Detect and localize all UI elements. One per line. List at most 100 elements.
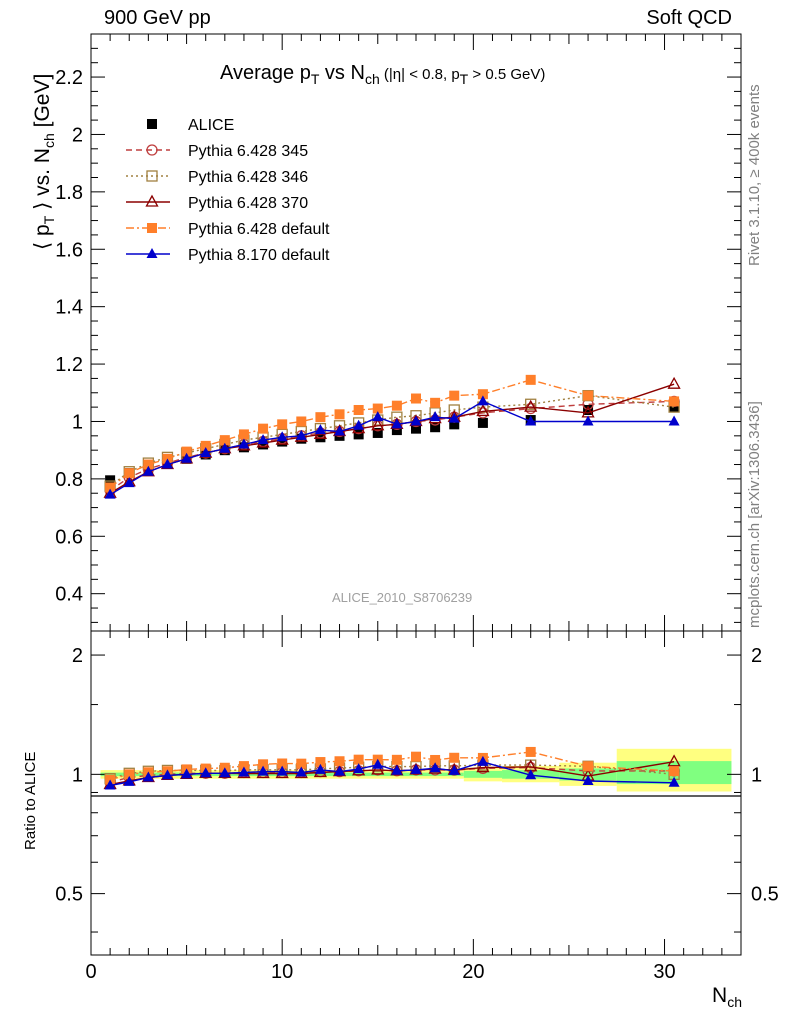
ratio-series-p8def: [104, 755, 680, 790]
ratio-y-tick-label: 1: [72, 764, 83, 786]
x-axis-label: Nch: [712, 984, 742, 1011]
ratio-point: [669, 766, 680, 777]
ratio-point: [391, 754, 402, 765]
y-tick-label: 0.6: [55, 526, 83, 548]
ratio-point: [142, 771, 154, 782]
ratio-point: [161, 769, 173, 780]
ratio-y-tick-label-right: 2: [751, 645, 762, 667]
data-point: [410, 415, 422, 426]
data-point: [142, 465, 154, 476]
legend-entry: Pythia 8.170 default: [126, 247, 330, 264]
data-point: [295, 429, 307, 440]
ratio-point: [525, 746, 536, 757]
y-tick-label: 2.2: [55, 67, 83, 89]
ratio-point: [104, 779, 116, 790]
data-point: [372, 427, 383, 438]
ratio-point: [411, 751, 421, 762]
ratio-point: [219, 767, 231, 778]
ratio-point: [295, 766, 307, 777]
legend-label: Pythia 6.428 345: [188, 143, 308, 160]
ratio-point: [334, 756, 345, 767]
ratio-point: [200, 767, 212, 778]
data-point: [411, 423, 421, 434]
legend-marker: [146, 248, 158, 258]
y-axis-label: ⟨ pT ⟩ vs. Nch [GeV]: [31, 73, 58, 250]
ratio-point: [353, 763, 365, 774]
data-point: [123, 477, 135, 488]
data-point: [476, 404, 490, 417]
data-point: [238, 438, 250, 449]
ratio-point: [430, 754, 441, 765]
ratio-point: [583, 761, 594, 772]
ratio-point: [525, 769, 537, 780]
data-point: [105, 482, 116, 493]
ratio-y-tick-label-right: 0.5: [751, 884, 779, 906]
legend: ALICE Pythia 6.428 345 Pythia 6.428 346 Pyt…: [126, 117, 330, 264]
data-point: [411, 393, 421, 404]
data-point: [219, 435, 230, 446]
data-point: [257, 434, 269, 445]
ratio-point: [448, 764, 460, 775]
ratio-point: [296, 758, 307, 769]
data-point: [258, 423, 269, 434]
legend-label: Pythia 6.428 370: [188, 195, 308, 212]
ratio-y-axis-label: Ratio to ALICE: [22, 751, 39, 850]
data-point: [296, 416, 307, 427]
legend-marker: [146, 144, 158, 156]
ratio-plot-frame: [90, 630, 742, 956]
legend-entry: Pythia 6.428 346: [126, 169, 308, 186]
data-point: [583, 390, 594, 401]
y-tick-label: 1: [72, 411, 83, 433]
ratio-plot-panel: 0.5 0.51 12 20 10 20 30: [55, 630, 779, 983]
data-point: [105, 475, 116, 486]
ratio-uncertainty-band-inner: [463, 770, 503, 778]
ratio-point: [258, 759, 269, 770]
data-point: [334, 409, 345, 420]
data-point: [314, 424, 326, 435]
data-point: [668, 415, 680, 426]
y-tick-label: 1.6: [55, 239, 83, 261]
data-point: [315, 432, 326, 443]
y-tick-label: 0.4: [55, 584, 83, 606]
ratio-point: [277, 758, 288, 769]
ratio-point: [391, 764, 403, 775]
data-point: [161, 458, 173, 469]
legend-entry: Pythia 6.428 default: [126, 221, 330, 238]
ratio-point: [181, 768, 193, 779]
data-point: [353, 429, 364, 440]
legend-label: Pythia 6.428 346: [188, 169, 308, 186]
legend-label: ALICE: [188, 117, 234, 134]
ratio-point: [476, 760, 490, 773]
ratio-y-tick-label-right: 1: [751, 764, 762, 786]
data-point: [372, 411, 384, 422]
data-point: [667, 376, 681, 389]
ratio-point: [238, 766, 250, 777]
y-tick-label: 0.8: [55, 469, 83, 491]
series-line: [109, 379, 675, 489]
series-p6def: [105, 374, 680, 493]
y-tick-label: 1.8: [55, 182, 83, 204]
data-point: [477, 395, 489, 406]
data-point: [525, 398, 537, 410]
collision-label: 900 GeV pp: [104, 7, 211, 29]
data-point: [449, 419, 460, 430]
data-point: [104, 488, 116, 499]
x-tick-label: 0: [85, 961, 96, 983]
data-point: [391, 400, 402, 411]
data-point: [315, 412, 326, 423]
legend-entry: Pythia 6.428 345: [126, 143, 308, 160]
ratio-point: [124, 769, 135, 780]
legend-marker: [147, 119, 157, 129]
legend-entry: ALICE: [147, 117, 234, 134]
ratio-point: [238, 761, 249, 772]
ratio-y-tick-label: 0.5: [55, 884, 83, 906]
y-tick-label: 1.2: [55, 354, 83, 376]
rivet-version-label: Rivet 3.1.10, ≥ 400k events: [746, 84, 763, 266]
data-point: [583, 404, 594, 415]
ratio-point: [372, 758, 384, 769]
data-point: [430, 422, 441, 433]
data-point: [372, 403, 383, 414]
ratio-y-tick-label: 2: [72, 645, 83, 667]
data-point: [669, 396, 680, 407]
